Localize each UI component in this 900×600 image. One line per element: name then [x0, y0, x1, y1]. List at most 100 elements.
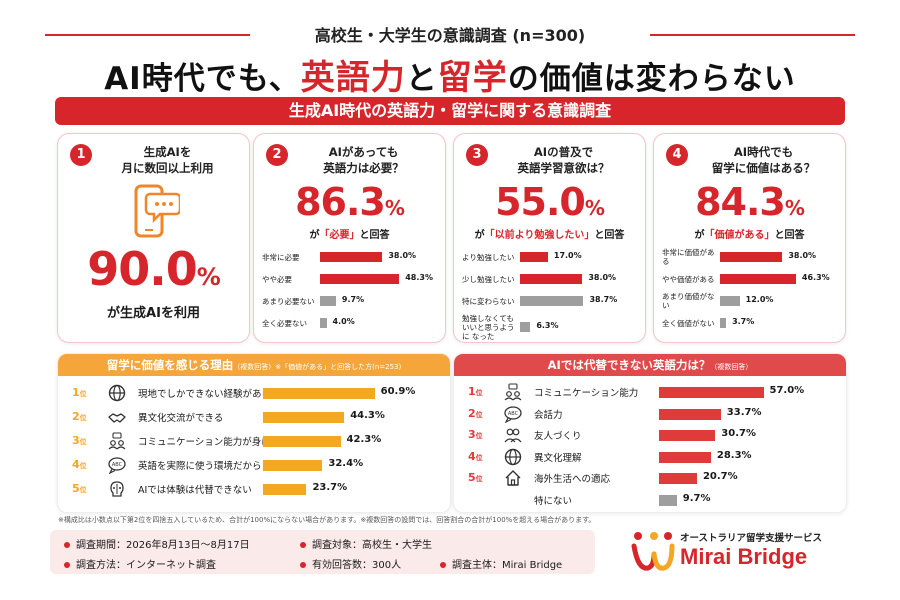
bar	[263, 436, 341, 447]
title-highlight-study-abroad: 留学	[437, 58, 508, 98]
bar	[263, 388, 375, 399]
info-text: 調査方法：インターネット調査	[76, 560, 216, 571]
bar-track: 46.3%	[720, 273, 830, 284]
house-icon	[505, 470, 521, 486]
rank-number: 2	[468, 406, 476, 420]
info-text: 有効回答数：300人	[312, 560, 402, 571]
ranked-row: 5位 海外生活への適応 20.7%	[454, 467, 846, 489]
card-caption: が生成AIを利用	[107, 306, 200, 321]
bar	[263, 412, 345, 423]
title-part2: と	[405, 61, 438, 97]
bar-value: 57.0%	[769, 385, 805, 396]
caption-highlight: 「必要」	[319, 230, 360, 241]
bar	[659, 408, 721, 420]
rank: 5位	[72, 482, 87, 495]
bar-label: 非常に価値がある	[662, 248, 715, 266]
ranked-row: 2位 異文化交流ができる 44.3%	[58, 406, 450, 428]
bar-value: 4.0%	[332, 317, 355, 326]
panel-reasons: 留学に価値を感じる理由（複数回答）※「価値がある」と回答した方(n=253) 1…	[57, 353, 451, 513]
rank-suffix: 位	[475, 410, 483, 419]
title-highlight-english: 英語力	[300, 58, 406, 98]
bar	[520, 252, 548, 262]
big-percentage: 90.0%	[58, 242, 249, 296]
big-percentage: 55.0%	[454, 180, 645, 224]
bar	[320, 318, 327, 328]
bar-label: 勉強しなくても いいと思うように なった	[462, 313, 515, 341]
bar-row: 全く価値がない 3.7%	[662, 312, 837, 334]
bar-row: やや価値がある 46.3%	[662, 268, 837, 290]
value: 90.0	[87, 242, 197, 296]
brand-name: Mirai Bridge	[680, 544, 808, 569]
bar	[659, 451, 711, 463]
bar-track: 4.0%	[320, 317, 402, 328]
bar-value: 32.4%	[328, 458, 364, 469]
rank-suffix: 位	[475, 389, 483, 397]
card-learning-motivation: 3 AIの普及で 英語学習意欲は？ 55.0% が「以前より勉強したい」と回答 より勉強し…	[453, 133, 646, 343]
rank: 1位	[72, 386, 87, 399]
survey-info: 調査期間：2026年8月13日～8月17日 調査対象：高校生・大学生 調査方法：…	[50, 530, 595, 574]
row-text: 異文化交流ができる	[138, 413, 224, 424]
unit: %	[784, 196, 805, 220]
rank-suffix: 位	[79, 438, 87, 446]
rank-suffix: 位	[79, 390, 87, 398]
bar	[320, 296, 336, 306]
ranked-row: 3位 友人づくり 30.7%	[454, 424, 846, 446]
rank-number: 1	[468, 385, 476, 398]
value: 84.3	[695, 180, 786, 224]
caption-pre: が	[474, 230, 485, 241]
ranked-row: 2位 ABC 会話力 33.7%	[454, 403, 846, 425]
bar-value: 46.3%	[801, 273, 830, 282]
ranked-row: 5位 AIでは体験は代替できない 23.7%	[58, 478, 450, 500]
value: 55.0	[495, 180, 586, 224]
rank-number: 3	[468, 428, 476, 441]
panel-header: AIでは代替できない英語力は？（複数回答）	[454, 354, 846, 376]
rank: 4位	[468, 450, 483, 463]
bar-track: 17.0%	[520, 251, 602, 262]
bar	[659, 473, 697, 484]
bar-row: やや必要 48.3%	[262, 268, 437, 290]
bar-track: 6.3%	[520, 321, 602, 332]
rank-suffix: 位	[475, 475, 483, 483]
unit: %	[584, 196, 605, 220]
unit: %	[384, 196, 405, 220]
info-text: 調査対象：高校生・大学生	[312, 540, 432, 551]
caption-pre: が	[694, 230, 705, 241]
bar	[659, 387, 764, 398]
bar-track: 38.0%	[520, 273, 616, 284]
rank-number: 1	[72, 386, 80, 399]
svg-text:ABC: ABC	[112, 462, 123, 468]
rank: 2位	[468, 407, 483, 420]
bar-track: 12.0%	[720, 295, 802, 306]
row-text: コミュニケーション能力	[534, 388, 639, 399]
abc-bubble-icon: ABC	[108, 457, 126, 474]
rank: 5位	[468, 471, 483, 484]
bar-row: 特に変わらない 38.7%	[462, 290, 637, 312]
row-text: 海外生活への適応	[534, 474, 611, 485]
bar-row: 勉強しなくても いいと思うように なった 6.3%	[462, 312, 637, 342]
bar-label: より勉強したい	[462, 252, 515, 262]
row-text: コミュニケーション能力が身につく	[138, 437, 290, 448]
bar	[520, 296, 584, 306]
bar-label: 非常に必要	[262, 252, 300, 262]
bar-row: 少し勉強したい 38.0%	[462, 268, 637, 290]
bar	[520, 322, 531, 332]
bar-track: 48.3%	[320, 273, 433, 284]
bar-row: あまり価値がない 12.0%	[662, 290, 837, 312]
big-percentage: 86.3%	[254, 180, 445, 224]
brand-tagline: オーストラリア留学支援サービス	[680, 533, 823, 544]
bar-label: 特に変わらない	[462, 296, 515, 306]
bar-value: 28.3%	[716, 449, 752, 461]
question-line-2: 月に数回以上利用	[121, 161, 214, 175]
ranked-row: 4位 ABC 英語を実際に使う環境だから 32.4%	[58, 454, 450, 476]
card-caption: が「以前より勉強したい」と回答	[454, 226, 645, 241]
caption-highlight: 「以前より勉強したい」	[484, 230, 595, 241]
people-talk-icon	[504, 383, 522, 401]
question-line-1: AIの普及で	[533, 145, 594, 159]
card-question: AIがあっても 英語力は必要？	[290, 144, 437, 176]
question-line-1: 生成AIを	[143, 145, 192, 159]
bar	[720, 318, 727, 328]
rank: 4位	[72, 458, 87, 471]
rank-number: 4	[468, 449, 476, 463]
ranked-row: 特にない 9.7%	[454, 489, 846, 511]
